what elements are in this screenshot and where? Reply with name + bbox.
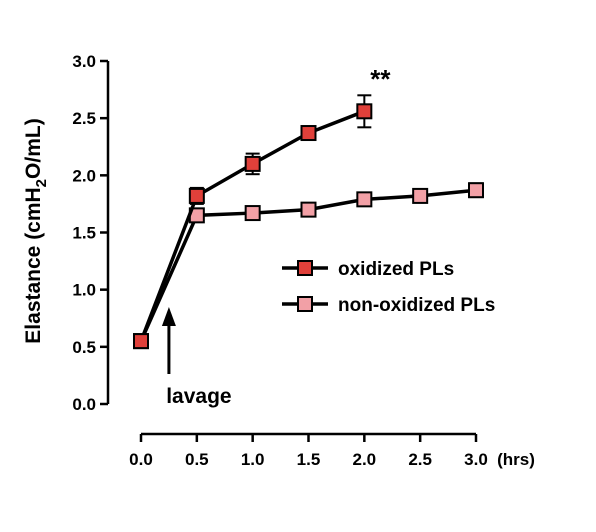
y-tick-label-2: 1.0: [72, 281, 96, 300]
y-tick-label-6: 3.0: [72, 52, 96, 71]
significance-marker: **: [370, 64, 391, 94]
y-axis-title-part-1: Elastance (cmH: [22, 187, 45, 343]
lavage-arrow-head: [161, 307, 176, 326]
x-tick-label-1: 0.5: [185, 450, 209, 469]
x-tick-label-5: 2.5: [408, 450, 432, 469]
series-0-point-0: [133, 333, 149, 350]
legend: oxidized PLs non-oxidized PLs: [282, 259, 495, 316]
y-axis-title: Elastance (cmH2O/mL): [22, 118, 50, 343]
series-0-point-1: [188, 187, 205, 204]
legend-label-1: non-oxidized PLs: [338, 295, 495, 316]
series-0-point-2: [244, 155, 261, 172]
series-1-point-5: [412, 187, 429, 204]
series-layer: [133, 94, 484, 350]
y-tick-label-5: 2.5: [72, 109, 96, 128]
x-tick-label-0: 0.0: [129, 450, 153, 469]
series-0: [133, 94, 373, 350]
y-tick-label-0: 0.0: [72, 395, 96, 414]
x-axis-title: (hrs): [497, 450, 535, 469]
series-1-point-3: [300, 201, 317, 218]
annotations: lavage **: [161, 64, 391, 408]
series-0-point-4: [356, 103, 373, 120]
x-tick-label-2: 1.0: [241, 450, 265, 469]
series-0-line: [139, 109, 365, 342]
series-1-point-6: [468, 182, 484, 199]
x-tick-label-3: 1.5: [297, 450, 321, 469]
legend-swatch-0: [297, 260, 313, 276]
legend-swatch-1: [297, 296, 313, 312]
lavage-label: lavage: [166, 385, 231, 408]
y-tick-label-3: 1.5: [72, 224, 96, 243]
y-axis-title-subscript: 2: [33, 179, 50, 187]
legend-item-1: non-oxidized PLs: [282, 295, 495, 316]
legend-label-0: oxidized PLs: [338, 259, 454, 280]
y-axis-title-part-2: O/mL): [22, 118, 45, 179]
axes: 0.0 0.5 1.0 1.5 2.0 2.5 3.0 0.0 0.5 1.0 1.5 2.0 2.5 3…: [72, 52, 535, 469]
y-tick-label-4: 2.0: [72, 166, 96, 185]
y-tick-label-1: 0.5: [72, 338, 96, 357]
legend-item-0: oxidized PLs: [282, 259, 454, 280]
series-1-point-2: [244, 205, 261, 222]
series-1-point-4: [356, 191, 373, 208]
x-tick-label-4: 2.0: [353, 450, 377, 469]
x-tick-label-6: 3.0: [464, 450, 488, 469]
series-0-point-3: [300, 125, 317, 142]
